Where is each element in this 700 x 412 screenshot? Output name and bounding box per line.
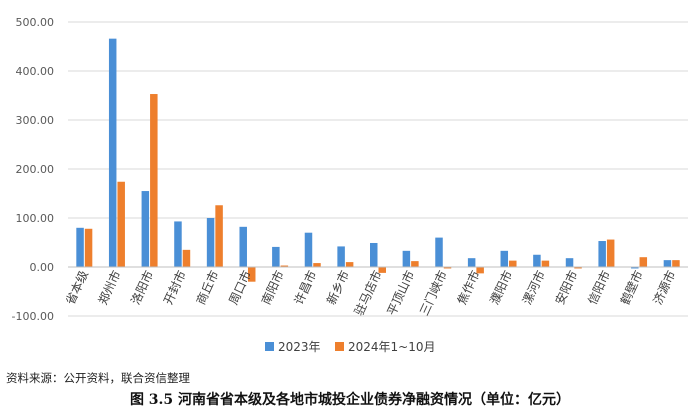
bar-series-2023-8 bbox=[337, 246, 345, 267]
x-tick-label: 周口市 bbox=[225, 268, 254, 307]
x-tick-label: 安阳市 bbox=[552, 268, 581, 307]
bars bbox=[76, 38, 680, 282]
bar-series-2024-4 bbox=[215, 205, 223, 267]
bar-series-2023-14 bbox=[533, 254, 541, 267]
x-tick-label: 开封市 bbox=[160, 268, 189, 307]
legend-swatch bbox=[265, 342, 274, 351]
x-tick-label: 信阳市 bbox=[584, 268, 613, 307]
bar-series-2024-5 bbox=[247, 267, 256, 282]
bar-series-2024-1 bbox=[117, 181, 125, 267]
bar-series-2023-13 bbox=[500, 250, 509, 267]
bar-series-2023-1 bbox=[108, 38, 117, 267]
bar-series-2023-0 bbox=[76, 227, 84, 267]
x-tick-label: 驻马店市 bbox=[351, 268, 385, 318]
figure-caption: 图 3.5 河南省省本级及各地市城投企业债券净融资情况（单位：亿元） bbox=[129, 392, 571, 408]
x-tick-label: 省本级 bbox=[63, 268, 91, 307]
bar-series-2023-12 bbox=[467, 258, 476, 267]
gridlines bbox=[68, 21, 688, 317]
y-tick-label: 300.00 bbox=[16, 114, 55, 127]
x-tick-label: 平顶山市 bbox=[383, 268, 417, 318]
bar-series-2024-17 bbox=[639, 257, 648, 267]
bar-series-2023-17 bbox=[631, 267, 639, 269]
bar-series-2024-7 bbox=[313, 263, 321, 267]
x-tick-label: 许昌市 bbox=[291, 268, 320, 307]
y-tick-label: 0.00 bbox=[30, 261, 55, 274]
x-tick-label: 三门峡市 bbox=[416, 268, 450, 318]
bar-series-2023-9 bbox=[370, 242, 378, 267]
bar-series-2024-18 bbox=[672, 260, 680, 267]
y-tick-label: 400.00 bbox=[16, 65, 55, 78]
y-axis-tick-labels: 500.00 400.00 300.00 200.00 100.00 0.00 -100.0… bbox=[12, 16, 54, 323]
bar-series-2023-16 bbox=[598, 241, 606, 267]
x-tick-label: 洛阳市 bbox=[127, 268, 156, 307]
bar-series-2024-12 bbox=[476, 267, 484, 274]
bar-series-2024-8 bbox=[345, 262, 354, 267]
y-tick-label: -100.00 bbox=[12, 310, 54, 323]
legend: 2023年 2024年1~10月 bbox=[265, 340, 436, 354]
bar-series-2024-6 bbox=[280, 265, 289, 267]
legend-swatch bbox=[335, 342, 344, 351]
bar-series-2023-6 bbox=[272, 246, 280, 267]
x-tick-label: 南阳市 bbox=[258, 268, 287, 307]
bar-series-2023-7 bbox=[304, 232, 313, 267]
bar-series-2023-4 bbox=[206, 218, 215, 267]
bar-series-2023-3 bbox=[174, 221, 182, 267]
legend-label: 2023年 bbox=[278, 340, 321, 354]
bar-series-2024-0 bbox=[84, 228, 93, 267]
bar-series-2023-10 bbox=[402, 250, 411, 267]
y-tick-label: 200.00 bbox=[16, 163, 55, 176]
bar-series-2024-13 bbox=[509, 260, 517, 267]
bar-series-2024-3 bbox=[182, 249, 191, 267]
x-tick-label: 济源市 bbox=[650, 268, 679, 307]
bar-series-2024-11 bbox=[443, 267, 452, 269]
bar-series-2023-15 bbox=[565, 258, 574, 267]
x-tick-label: 郑州市 bbox=[95, 268, 124, 307]
x-tick-label: 漯河市 bbox=[519, 268, 548, 307]
bar-series-2023-18 bbox=[663, 260, 672, 267]
y-tick-label: 500.00 bbox=[16, 16, 55, 29]
bar-series-2023-5 bbox=[239, 226, 247, 267]
bar-series-2024-10 bbox=[411, 261, 419, 267]
bar-chart: 500.00 400.00 300.00 200.00 100.00 0.00 -100.0… bbox=[12, 16, 688, 354]
bar-series-2024-16 bbox=[606, 239, 615, 267]
x-axis-tick-labels: 省本级 郑州市 洛阳市 开封市 商丘市 周口市 南阳市 许昌市 新乡市 驻马店市 平顶山市 三门峡市焦… bbox=[63, 268, 678, 318]
bar-series-2023-2 bbox=[141, 191, 150, 267]
x-tick-label: 濮阳市 bbox=[486, 268, 515, 307]
source-note: 资料来源：公开资料，联合资信整理 bbox=[6, 371, 190, 385]
bar-series-2024-9 bbox=[378, 267, 386, 273]
bar-series-2024-15 bbox=[574, 267, 582, 269]
x-tick-label: 鹤壁市 bbox=[617, 268, 646, 307]
bar-series-2024-2 bbox=[150, 94, 158, 267]
bar-series-2024-14 bbox=[541, 260, 550, 267]
x-tick-label: 商丘市 bbox=[193, 268, 222, 307]
y-tick-label: 100.00 bbox=[16, 212, 55, 225]
x-tick-label: 焦作市 bbox=[454, 268, 483, 307]
legend-label: 2024年1~10月 bbox=[348, 340, 436, 354]
bar-series-2023-11 bbox=[435, 237, 443, 267]
x-tick-label: 新乡市 bbox=[323, 268, 352, 307]
